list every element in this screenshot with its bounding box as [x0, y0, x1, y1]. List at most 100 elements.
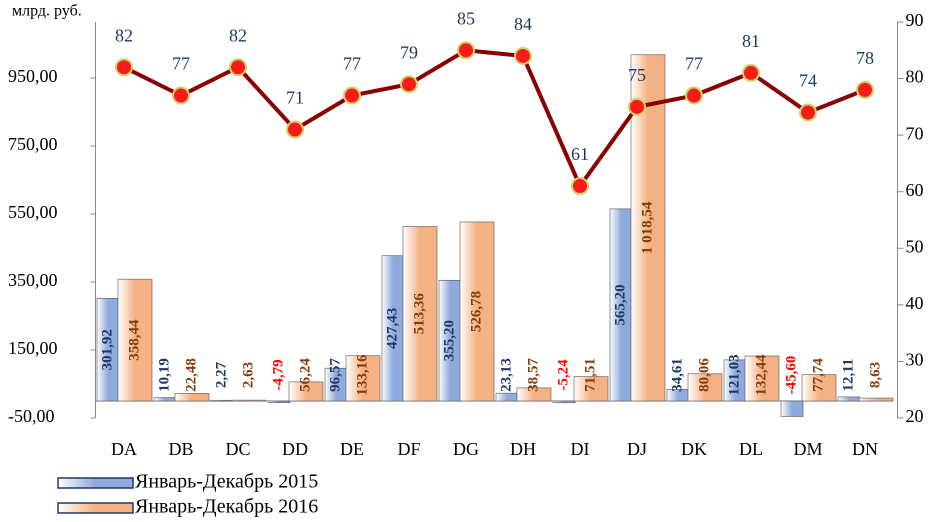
x-tick-label: DN — [852, 439, 878, 459]
value-label: 12,11 — [840, 359, 856, 392]
bar — [744, 355, 780, 402]
value-label: 133,16 — [354, 354, 370, 396]
bar — [495, 392, 519, 402]
x-tick-label: DD — [282, 439, 308, 459]
legend-swatch — [57, 477, 134, 489]
legend-swatch — [57, 502, 134, 514]
point-label: 78 — [856, 48, 874, 68]
x-tick-label: DG — [453, 439, 479, 459]
point-label: 77 — [685, 54, 703, 74]
marker — [343, 86, 361, 105]
marker — [742, 63, 760, 82]
bar — [516, 387, 552, 402]
y2-tick-label: 60 — [906, 180, 924, 200]
point-label: 74 — [799, 71, 817, 91]
bar — [174, 393, 210, 402]
point-label: 77 — [343, 54, 361, 74]
point-label: 77 — [172, 54, 190, 74]
marker — [571, 177, 589, 196]
y2-tick-label: 70 — [906, 123, 924, 143]
marker — [172, 86, 190, 105]
value-label: 34,61 — [669, 358, 685, 392]
marker — [286, 120, 304, 139]
value-label: -45,60 — [783, 356, 799, 395]
marker — [514, 46, 532, 65]
marker — [685, 86, 703, 105]
value-label: 526,78 — [468, 291, 484, 332]
marker — [115, 58, 133, 77]
x-tick-label: DF — [397, 439, 420, 459]
bar — [231, 399, 267, 402]
bar — [288, 381, 324, 402]
value-label: 355,20 — [441, 320, 457, 361]
bar — [837, 396, 861, 402]
value-label: 132,44 — [753, 354, 769, 396]
y2-tick-label: 20 — [906, 406, 924, 426]
point-label: 61 — [571, 144, 589, 164]
value-label: 56,24 — [297, 358, 313, 392]
x-tick-label: DH — [510, 439, 536, 459]
bar — [117, 278, 153, 402]
bar — [858, 397, 894, 402]
y-tick-label: 750,00 — [8, 134, 58, 154]
bar — [573, 376, 609, 402]
value-label: 121,03 — [726, 354, 742, 395]
y-tick-label: 150,00 — [8, 338, 58, 358]
point-label: 82 — [115, 25, 133, 45]
marker — [856, 80, 874, 99]
value-label: 22,48 — [183, 358, 199, 392]
value-label: 38,57 — [525, 358, 541, 392]
point-label: 85 — [457, 8, 475, 28]
value-label: 80,06 — [696, 358, 712, 392]
value-label: 10,19 — [156, 358, 172, 392]
y-tick-label: -50,00 — [8, 406, 55, 426]
marker — [229, 58, 247, 77]
value-label: 71,51 — [582, 358, 598, 392]
x-tick-label: DE — [340, 439, 364, 459]
x-tick-label: DB — [168, 439, 193, 459]
x-tick-label: DL — [739, 439, 763, 459]
bar — [552, 400, 576, 404]
point-label: 82 — [229, 25, 247, 45]
bar — [459, 221, 495, 402]
x-tick-label: DK — [681, 439, 707, 459]
bar — [210, 399, 234, 402]
x-tick-label: DI — [571, 439, 590, 459]
bar — [345, 355, 381, 402]
y-tick-label: 950,00 — [8, 66, 58, 86]
bar — [153, 397, 177, 402]
value-label: -4,79 — [270, 359, 286, 390]
line — [123, 48, 866, 191]
value-label: 358,44 — [126, 319, 142, 361]
point-label: 75 — [628, 65, 646, 85]
y2-tick-label: 40 — [906, 293, 924, 313]
value-label: 2,27 — [213, 361, 229, 388]
unit-label: млрд. руб. — [12, 3, 82, 20]
x-tick-label: DA — [111, 439, 137, 459]
marker — [799, 103, 817, 122]
point-label: 79 — [400, 42, 418, 62]
value-label: 513,36 — [411, 293, 427, 335]
x-tick-label: DJ — [627, 439, 647, 459]
value-label: 77,74 — [810, 358, 826, 392]
marker — [628, 97, 646, 116]
bar — [267, 400, 291, 403]
value-label: 8,63 — [867, 362, 883, 388]
bar — [780, 400, 804, 417]
legend-label: Январь-Декабрь 2015 — [135, 471, 318, 493]
marker — [400, 75, 418, 94]
y-tick-label: 350,00 — [8, 270, 58, 290]
value-label: 427,43 — [384, 308, 400, 349]
y-tick-label: 550,00 — [8, 202, 58, 222]
value-label: 96,57 — [327, 358, 343, 392]
bar — [687, 373, 723, 402]
value-label: 2,63 — [240, 362, 256, 388]
value-label: 301,92 — [99, 329, 115, 370]
x-tick-label: DM — [793, 439, 822, 459]
x-tick-label: DC — [225, 439, 250, 459]
value-label: -5,24 — [555, 359, 571, 391]
bar — [801, 374, 837, 402]
y2-tick-label: 50 — [906, 236, 924, 256]
bar — [402, 226, 438, 402]
